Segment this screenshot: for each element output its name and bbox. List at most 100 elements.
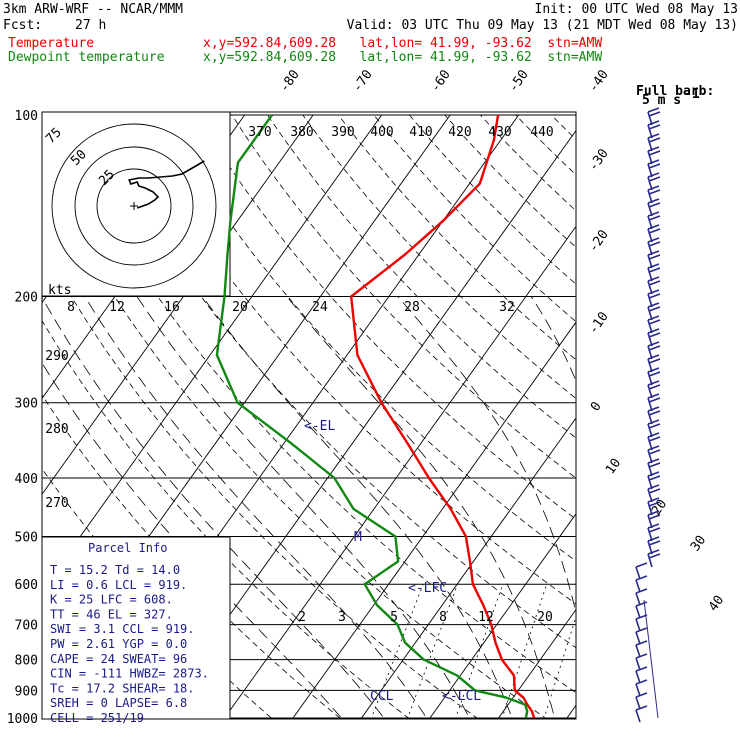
init-time: Init: 00 UTC Wed 08 May 13: [534, 2, 739, 17]
mixing-ratio-label: 8: [67, 300, 75, 315]
pressure-tick-1000: 1000: [7, 712, 38, 727]
pressure-tick-900: 900: [15, 684, 38, 699]
wind-barb: [648, 332, 661, 338]
wind-barb: [635, 683, 641, 697]
wind-barb: [647, 436, 653, 451]
wind-barb: [635, 592, 641, 606]
wind-barb: [648, 163, 661, 169]
theta-label: 270: [45, 496, 68, 511]
wind-barb: [647, 380, 660, 386]
parcel-row: CELL = 251/19: [50, 711, 144, 725]
hodograph-units: kts: [48, 283, 71, 298]
isotherm-label: 40: [706, 593, 727, 614]
wind-barb: [648, 319, 661, 325]
hodograph-ring: [96, 168, 172, 244]
wind-barb: [647, 185, 660, 191]
isotherm-label: 0: [588, 399, 605, 414]
wind-barb: [635, 588, 648, 594]
wind-barb: [647, 514, 653, 529]
wind-barb: [635, 705, 648, 711]
annotation-label: CCL: [370, 689, 394, 704]
wind-barb: [635, 605, 641, 619]
wind-barb: [647, 267, 653, 282]
isotherm: [626, 115, 740, 731]
parcel-frame: [41, 536, 231, 720]
wind-barb: [647, 527, 653, 542]
wind-barb: [647, 120, 660, 126]
wind-barb: [647, 150, 653, 165]
wind-barb: [647, 510, 660, 516]
moist-adiabat: [136, 296, 471, 719]
wind-barb: [648, 345, 661, 351]
wind-barb: [647, 172, 660, 178]
wind-barb: [647, 250, 660, 256]
parcel-info-box: Parcel Info T = 15.2 Td = 14.0LI = 0.6 LC…: [41, 536, 231, 725]
wind-barb: [635, 679, 648, 685]
theta-label: 420: [448, 125, 471, 140]
wind-barb: [647, 540, 653, 555]
dry-adiabat: [302, 114, 576, 400]
wind-barb: [647, 111, 653, 126]
mixing-ratio-label: 2: [298, 610, 306, 625]
dry-adiabat: [515, 114, 576, 176]
theta-label: 280: [45, 422, 68, 437]
wind-barb: [647, 124, 653, 139]
wind-barb: [648, 176, 661, 182]
wind-barb: [647, 501, 653, 516]
temperature-legend-info: x,y=592.84,609.28 lat,lon= 41.99, -93.62…: [203, 36, 603, 51]
wind-barb: [635, 627, 648, 633]
mixing-ratio-label: 8: [439, 610, 447, 625]
isotherm-label: -80: [277, 67, 303, 95]
mixing-ratio-label: 24: [312, 300, 328, 315]
dry-adiabat: [587, 115, 740, 731]
isotherm: [360, 417, 576, 719]
isotherm-label: -10: [586, 309, 612, 337]
wind-barb: [647, 319, 653, 334]
wind-barb: [647, 445, 660, 451]
wind-barb: [647, 423, 653, 438]
wind-barb-staff: [643, 599, 659, 719]
temperature-profile: [350, 114, 536, 719]
wind-barb: [635, 657, 641, 671]
wind-barb: [635, 709, 641, 723]
isotherm: [0, 115, 39, 731]
wind-barb: [647, 280, 653, 295]
pressure-tick-100: 100: [15, 109, 38, 124]
wind-barb: [635, 566, 641, 580]
mixing-ratio-line: [454, 584, 504, 719]
theta-label: 290: [45, 349, 68, 364]
wind-barb: [647, 276, 660, 282]
wind-barb: [648, 150, 661, 156]
isotherm-label: 30: [688, 533, 709, 554]
parcel-row: SWI = 3.1 CCL = 919.: [50, 622, 195, 636]
valid-time: Valid: 03 UTC Thu 09 May 13 (21 MDT Wed …: [346, 18, 738, 33]
wind-barb: [647, 384, 653, 399]
isotherm-label: -20: [586, 227, 612, 255]
wind-barb: [648, 202, 661, 208]
wind-barb: [647, 371, 653, 386]
wind-barb: [647, 163, 653, 178]
wind-barb: [647, 215, 653, 230]
wind-barb: [648, 553, 661, 559]
isotherm-label: 10: [603, 456, 624, 477]
wind-barb: [648, 423, 661, 429]
mixing-ratio-line: [406, 584, 458, 719]
wind-barb: [647, 228, 653, 243]
wind-barb: [647, 263, 660, 269]
wind-barb: [648, 189, 661, 195]
plot-frame: [41, 111, 577, 720]
wind-barb: [648, 462, 661, 468]
pressure-tick-700: 700: [15, 619, 38, 634]
theta-label: 440: [530, 125, 553, 140]
wind-barb: [647, 328, 660, 334]
isotherm: [42, 114, 383, 591]
hodograph-ring: [74, 146, 194, 266]
dry-adiabat: [729, 115, 740, 731]
theta-label: 410: [409, 125, 432, 140]
theta-label: 430: [488, 125, 511, 140]
annotation-label: <-LCL: [442, 689, 481, 704]
wind-barb: [647, 189, 653, 204]
dry-adiabat: [42, 244, 479, 719]
